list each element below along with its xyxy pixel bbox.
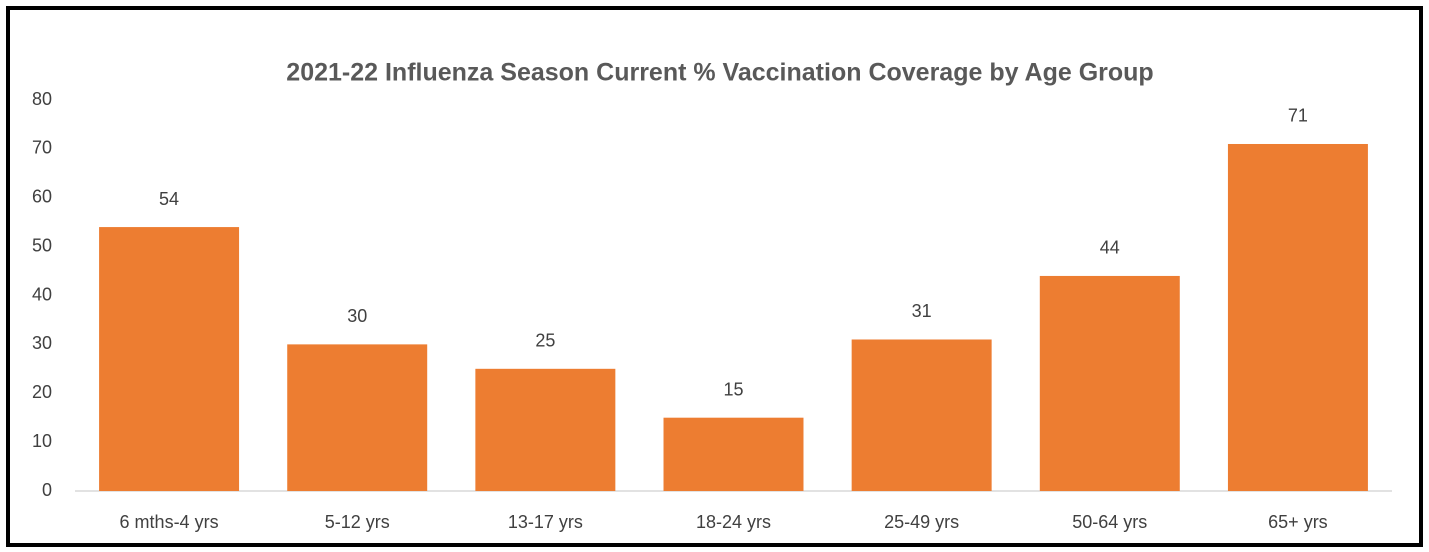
chart-title: 2021-22 Influenza Season Current % Vacci… [286, 59, 1153, 87]
x-tick-label: 5-12 yrs [325, 512, 390, 532]
x-tick-label: 50-64 yrs [1072, 512, 1147, 532]
x-tick-label: 25-49 yrs [884, 512, 959, 532]
bar [287, 344, 428, 491]
x-tick-label: 65+ yrs [1268, 512, 1328, 532]
data-label: 30 [347, 306, 367, 326]
y-tick-label: 0 [42, 480, 52, 500]
bar [475, 368, 616, 491]
bar [851, 339, 992, 491]
x-tick-label: 18-24 yrs [696, 512, 771, 532]
data-label: 25 [535, 331, 555, 351]
data-label: 54 [159, 189, 179, 209]
y-tick-label: 40 [32, 284, 52, 304]
bar [1039, 275, 1180, 491]
y-tick-label: 10 [32, 431, 52, 451]
y-tick-label: 70 [32, 138, 52, 158]
data-label: 44 [1100, 238, 1120, 258]
y-tick-label: 50 [32, 235, 52, 255]
bar [99, 227, 240, 491]
bar [1227, 143, 1368, 492]
x-tick-label: 13-17 yrs [508, 512, 583, 532]
y-tick-label: 30 [32, 333, 52, 353]
data-label: 71 [1288, 106, 1308, 126]
data-label: 15 [723, 379, 743, 399]
y-tick-label: 60 [32, 187, 52, 207]
x-tick-label: 6 mths-4 yrs [120, 512, 219, 532]
bar [663, 417, 804, 491]
y-tick-label: 80 [32, 89, 52, 109]
data-label: 31 [912, 301, 932, 321]
y-tick-label: 20 [32, 382, 52, 402]
